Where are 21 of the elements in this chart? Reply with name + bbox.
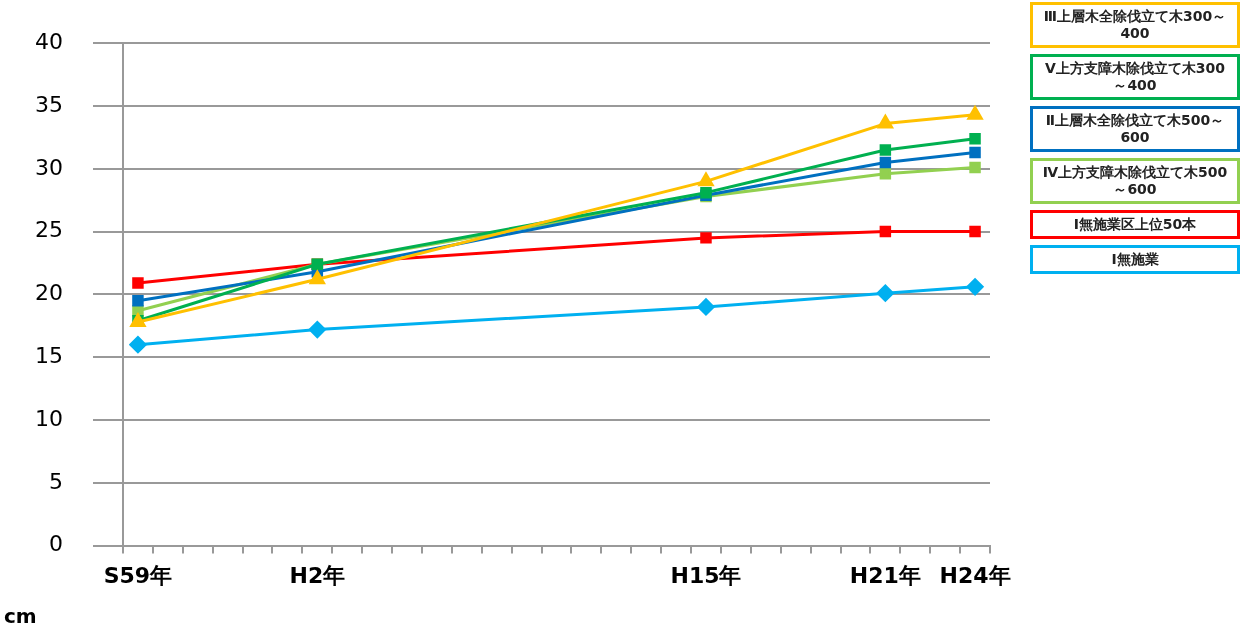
y-tick-label: 20 bbox=[34, 280, 63, 306]
y-tick-label: 15 bbox=[34, 342, 63, 368]
y-tick-label: 25 bbox=[34, 217, 63, 243]
y-tick-label: 0 bbox=[48, 531, 63, 557]
text: Ⅰ無施業区上位50本 bbox=[1030, 210, 1240, 239]
text: Ⅰ無施業 bbox=[1030, 245, 1240, 274]
x-tick-label: H21年 bbox=[849, 562, 921, 588]
y-tick-label: 35 bbox=[34, 91, 63, 117]
x-tick-label: H2年 bbox=[289, 562, 346, 588]
y-tick-label: 5 bbox=[48, 468, 63, 494]
x-tick-label: S59年 bbox=[103, 562, 173, 588]
y-tick-label: 30 bbox=[34, 154, 63, 180]
text: Ⅳ上方支障木除伐立て木500～600 bbox=[1030, 158, 1240, 204]
y-tick-label: 10 bbox=[34, 405, 63, 431]
x-tick-label: H15年 bbox=[670, 562, 742, 588]
x-tick-label: H24年 bbox=[939, 562, 1011, 588]
text: Ⅱ上層木全除伐立て木500～600 bbox=[1030, 106, 1240, 152]
text: Ⅴ上方支障木除伐立て木300～400 bbox=[1030, 54, 1240, 100]
y-tick-label: 40 bbox=[34, 28, 63, 54]
text: Ⅲ上層木全除伐立て木300～400 bbox=[1030, 2, 1240, 48]
y-axis-title: cm bbox=[4, 604, 37, 628]
